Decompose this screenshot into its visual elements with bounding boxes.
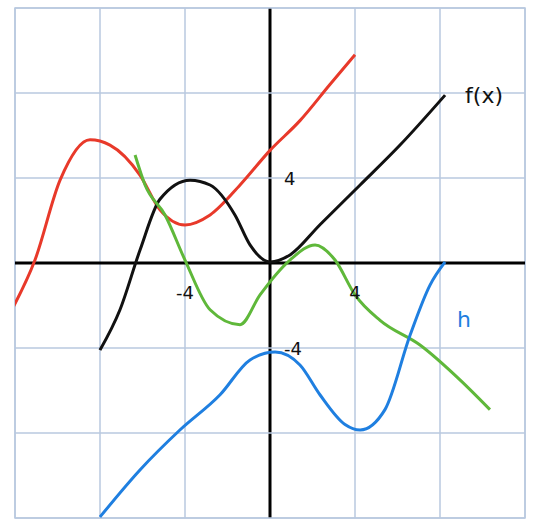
svg-text:4: 4 bbox=[284, 168, 295, 189]
svg-text:h: h bbox=[457, 307, 471, 332]
svg-text:-4: -4 bbox=[284, 338, 302, 359]
svg-text:4: 4 bbox=[349, 282, 360, 303]
svg-text:f(x): f(x) bbox=[465, 83, 503, 108]
svg-text:-4: -4 bbox=[176, 282, 194, 303]
